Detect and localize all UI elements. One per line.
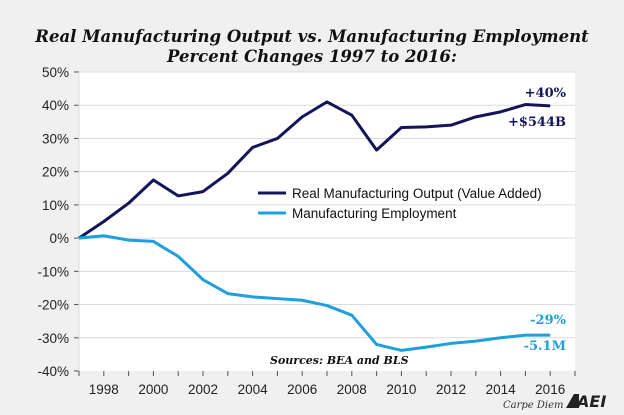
y-tick-label: 20% <box>42 165 69 180</box>
x-tick-label: 2004 <box>238 382 269 397</box>
annotation-employment-percent: -29% <box>530 313 566 328</box>
x-tick-label: 2008 <box>337 382 367 397</box>
series-lines <box>78 100 551 352</box>
x-tick-label: 2000 <box>138 382 168 397</box>
y-tick-label: 0% <box>49 231 69 246</box>
chart-title: Real Manufacturing Output vs. Manufactur… <box>35 27 589 46</box>
legend: Real Manufacturing Output (Value Added) … <box>258 186 542 221</box>
blog-name: Carpe Diem <box>503 400 564 411</box>
x-tick-label: 2012 <box>436 382 466 397</box>
series-line-employment <box>78 234 551 352</box>
annotation-output-percent: +40% <box>525 86 567 101</box>
y-tick-label: -40% <box>37 364 69 379</box>
y-tick-label: 50% <box>42 65 69 80</box>
x-tick-label: 1998 <box>89 382 119 397</box>
x-tick-label: 2016 <box>535 382 565 397</box>
aei-logo-text: AEI <box>575 392 606 411</box>
y-tick-label: 10% <box>42 198 69 213</box>
series-line-output <box>78 100 551 240</box>
y-tick-label: -20% <box>37 298 69 313</box>
legend-label-employment: Manufacturing Employment <box>292 206 457 221</box>
x-tick-label: 2006 <box>287 382 317 397</box>
annotation-output-value: +$544B <box>508 115 566 130</box>
plot-area <box>79 72 575 371</box>
gridlines <box>79 71 575 339</box>
x-axis: 1998 2000 2002 2004 2006 2008 2010 2012 2014 2016 <box>78 371 576 397</box>
x-tick-label: 2014 <box>486 382 517 397</box>
legend-label-output: Real Manufacturing Output (Value Added) <box>292 186 542 201</box>
y-tick-label: 40% <box>42 98 69 113</box>
source-note: Sources: BEA and BLS <box>270 354 409 367</box>
chart-subtitle: Percent Changes 1997 to 2016: <box>167 47 457 66</box>
x-tick-label: 2002 <box>188 382 218 397</box>
y-tick-label: -10% <box>37 264 69 279</box>
annotation-employment-value: -5.1M <box>524 339 566 354</box>
y-tick-label: 30% <box>42 131 69 146</box>
x-tick-label: 2010 <box>386 382 416 397</box>
y-tick-label: -30% <box>37 331 69 346</box>
y-axis: 50% 40% 30% 20% 10% 0% -10% -20% -30% -40% <box>37 65 80 379</box>
aei-logo: AEI <box>566 392 606 411</box>
